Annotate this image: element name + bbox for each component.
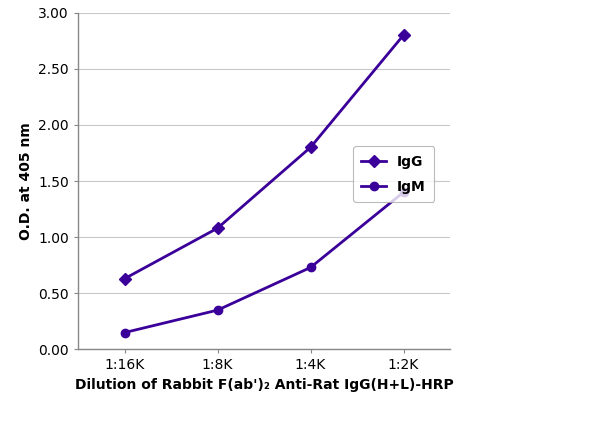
Line: IgG: IgG — [121, 31, 407, 283]
IgG — [400, 32, 407, 37]
IgM — [307, 265, 314, 270]
IgM — [214, 308, 221, 313]
IgG — [214, 226, 221, 231]
IgM — [400, 190, 407, 195]
IgM — [121, 330, 128, 335]
X-axis label: Dilution of Rabbit F(ab')₂ Anti-Rat IgG(H+L)-HRP: Dilution of Rabbit F(ab')₂ Anti-Rat IgG(… — [74, 378, 454, 392]
Legend: IgG, IgM: IgG, IgM — [353, 147, 434, 202]
IgG — [307, 145, 314, 150]
Y-axis label: O.D. at 405 nm: O.D. at 405 nm — [19, 122, 32, 240]
Line: IgM: IgM — [121, 188, 407, 337]
IgG — [121, 276, 128, 281]
